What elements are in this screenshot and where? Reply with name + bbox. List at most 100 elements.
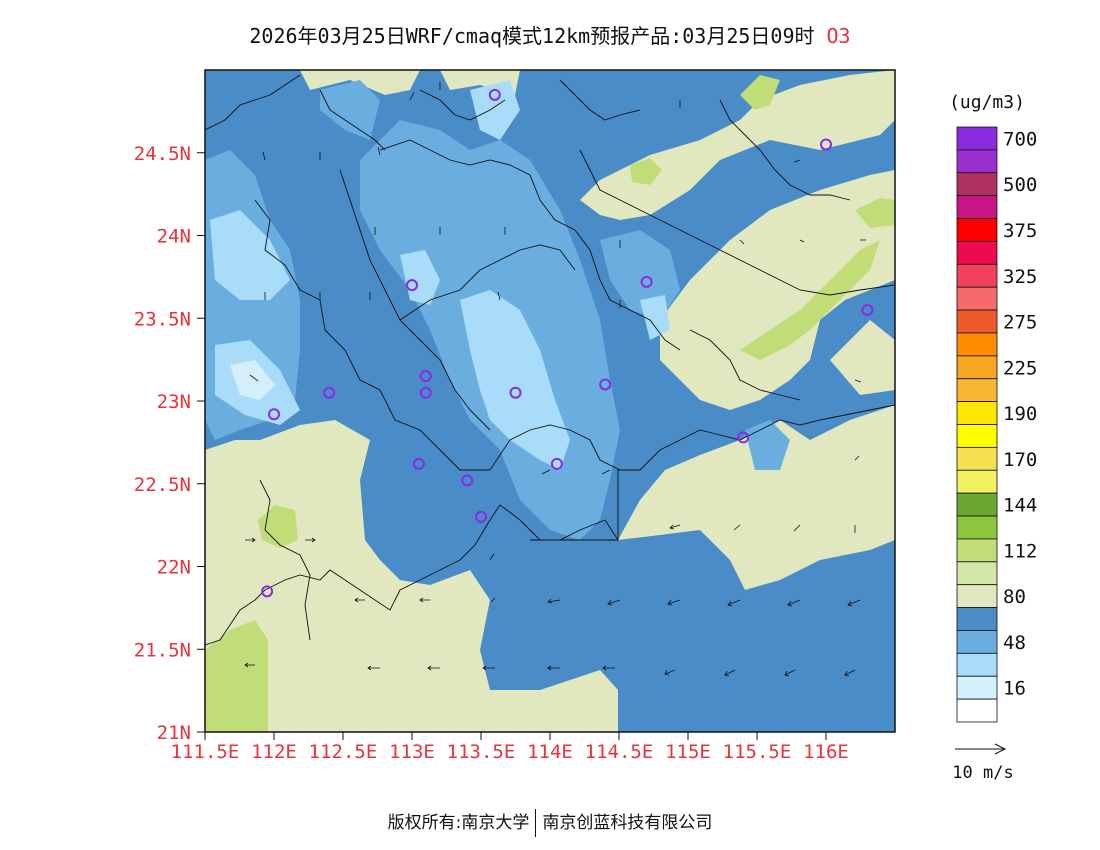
legend-swatch	[956, 309, 998, 334]
field-112-144-nep	[855, 198, 895, 228]
lat-tick-label: 21.5N	[134, 639, 191, 661]
legend-label: 325	[1003, 266, 1037, 288]
station-marker	[820, 138, 832, 151]
footer-company: 南京创蓝科技有限公司	[542, 813, 713, 833]
wind-arrow	[854, 379, 862, 383]
field-80-112-northeast	[580, 70, 895, 220]
legend-swatch	[956, 332, 998, 357]
wind-arrow	[409, 91, 415, 101]
legend-swatch	[956, 172, 998, 197]
lon-tick-label: 113.5E	[447, 741, 516, 763]
field-16-48-east-island	[745, 420, 790, 470]
monitoring-stations	[261, 88, 874, 598]
border-8	[579, 149, 895, 296]
field-112-144-south	[205, 620, 268, 732]
map-title: 2026年03月25日WRF/cmaq模式12km预报产品:03月25日09时 O…	[0, 20, 1100, 49]
wind-arrow	[724, 669, 736, 677]
legend-label: 190	[1003, 403, 1037, 425]
legend-swatch	[956, 469, 998, 494]
pollutant-label: O3	[826, 24, 851, 48]
lon-tick-label: 114E	[527, 741, 573, 763]
wind-arrow	[667, 599, 681, 606]
wind-arrow	[844, 669, 856, 677]
wind-arrow	[482, 665, 495, 671]
latitude-axis: 21N 21.5N 22N 22.5N 23N 23.5N 24N 24.5N	[134, 143, 205, 744]
wind-arrow	[377, 146, 381, 156]
station-marker	[599, 378, 612, 391]
field-112-144-north-patch	[630, 158, 662, 185]
wind-arrow	[739, 239, 745, 245]
lon-tick-label: 115E	[665, 741, 711, 763]
wind-arrow	[262, 151, 266, 161]
wind-arrow	[602, 665, 615, 671]
wind-arrow	[427, 665, 440, 671]
wind-arrows	[244, 82, 866, 677]
wind-arrow	[793, 159, 801, 163]
field-112-144-northeast	[740, 75, 780, 110]
legend-swatch	[956, 424, 998, 448]
legend-swatch	[956, 195, 998, 219]
wind-arrow	[547, 598, 561, 604]
wind-scale: 10 m/s	[952, 743, 1014, 783]
field-0-16-west	[210, 210, 290, 300]
field-0-16-west-white	[230, 360, 275, 400]
legend-swatch	[956, 607, 998, 631]
wind-arrow	[733, 524, 741, 531]
legend-label: 500	[1003, 174, 1037, 196]
legend-swatch	[956, 538, 998, 563]
wind-arrow	[664, 669, 676, 676]
wind-arrow	[419, 597, 430, 603]
station-marker	[550, 457, 563, 470]
border-5	[399, 244, 576, 321]
border-10	[719, 99, 851, 201]
legend-swatch	[956, 561, 998, 586]
legend-label: 16	[1003, 678, 1026, 700]
wind-arrow	[799, 239, 805, 243]
station-marker	[461, 474, 474, 487]
station-marker	[412, 457, 425, 470]
wind-scale-arrowhead	[994, 743, 1007, 755]
lat-tick-label: 22.5N	[134, 474, 191, 496]
legend-label: 48	[1003, 632, 1026, 654]
wind-arrow	[847, 599, 861, 607]
wind-arrow	[607, 599, 621, 606]
wind-arrow	[541, 469, 551, 475]
legend-swatch	[956, 446, 998, 471]
legend-swatch	[956, 378, 998, 403]
field-16-48-north-center	[320, 80, 380, 140]
legend-label: 80	[1003, 586, 1026, 608]
station-marker	[419, 370, 432, 383]
legend-swatch	[956, 286, 998, 311]
legend-swatch	[956, 401, 998, 425]
wind-arrow	[787, 599, 801, 607]
border-9	[689, 329, 801, 401]
lat-tick-label: 23N	[157, 391, 191, 413]
footer-copyright: 版权所有:南京大学	[387, 813, 530, 833]
wind-arrow	[854, 455, 860, 461]
legend-swatch	[956, 630, 998, 654]
station-marker	[419, 386, 432, 399]
border-11	[259, 479, 311, 641]
legend-label: 275	[1003, 312, 1037, 334]
lon-tick-label: 116E	[803, 741, 849, 763]
geographic-borders	[205, 74, 895, 646]
concentration-field	[205, 70, 895, 732]
border-6	[489, 424, 621, 471]
station-marker	[861, 303, 874, 316]
station-marker	[406, 279, 418, 292]
wind-arrow	[244, 662, 255, 668]
legend-swatch	[956, 698, 998, 723]
station-marker	[737, 431, 750, 444]
border-14	[559, 79, 641, 121]
wind-arrow	[727, 599, 741, 607]
legend-swatch	[956, 584, 998, 608]
legend-swatch	[956, 515, 998, 540]
border-13	[419, 89, 506, 121]
field-0-16-central	[460, 290, 570, 470]
wind-arrow	[601, 469, 611, 475]
lon-tick-label: 114.5E	[585, 741, 654, 763]
legend-swatch	[956, 492, 998, 517]
station-marker	[488, 88, 501, 101]
legend-label: 225	[1003, 357, 1037, 379]
wind-arrow	[497, 291, 501, 301]
